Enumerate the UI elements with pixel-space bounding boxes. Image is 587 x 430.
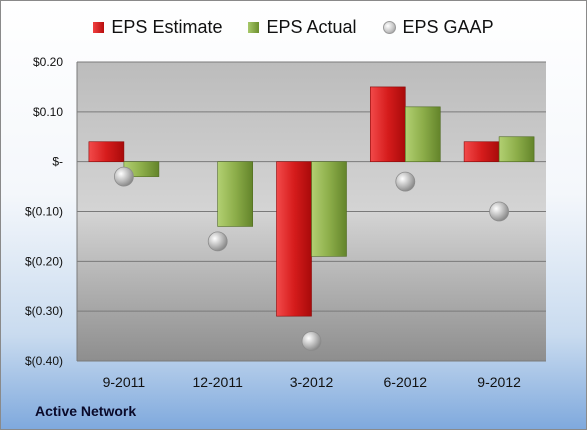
y-tick-label: $(0.10)	[25, 205, 63, 219]
marker-eps-gaap	[395, 171, 416, 192]
x-tick-label: 3-2012	[290, 374, 334, 390]
eps-chart: $0.20 $0.10 $- $(0.10) $(0.20) $(0.30) $(0.40)…	[25, 55, 546, 390]
bar-eps-estimate	[463, 141, 500, 162]
legend-label-gaap: EPS GAAP	[402, 17, 494, 37]
chart-legend: EPS Estimate EPS Actual EPS GAAP	[1, 17, 586, 38]
marker-eps-gaap	[489, 201, 510, 222]
marker-eps-gaap	[114, 166, 134, 187]
bar-eps-actual	[217, 161, 253, 227]
y-tick-label: $(0.40)	[25, 354, 63, 368]
y-tick-label: $0.20	[33, 55, 63, 69]
bar-eps-estimate	[369, 86, 406, 162]
legend-label-actual: EPS Actual	[266, 17, 357, 37]
bar-eps-actual	[498, 136, 535, 162]
legend-item-gaap: EPS GAAP	[382, 17, 494, 38]
legend-item-estimate: EPS Estimate	[93, 17, 222, 38]
bar-eps-actual	[311, 161, 347, 257]
legend-swatch-estimate	[93, 22, 105, 33]
y-tick-label: $-	[52, 155, 63, 169]
x-tick-label: 6-2012	[384, 374, 428, 390]
y-tick-label: $0.10	[33, 105, 63, 119]
x-tick-label: 9-2012	[477, 374, 521, 390]
bar-eps-estimate	[88, 141, 125, 162]
x-tick-label: 12-2011	[193, 374, 244, 390]
marker-eps-gaap	[207, 231, 228, 252]
legend-swatch-actual	[248, 22, 260, 33]
y-tick-label: $(0.20)	[25, 254, 63, 268]
marker-eps-gaap	[301, 331, 322, 351]
y-tick-label: $(0.30)	[25, 304, 63, 318]
legend-label-estimate: EPS Estimate	[111, 17, 223, 37]
company-name: Active Network	[35, 403, 137, 419]
bar-eps-estimate	[276, 161, 312, 317]
legend-item-actual: EPS Actual	[248, 17, 357, 38]
bar-eps-actual	[404, 106, 441, 162]
legend-swatch-gaap	[382, 21, 396, 34]
x-tick-label: 9-2011	[103, 374, 146, 390]
